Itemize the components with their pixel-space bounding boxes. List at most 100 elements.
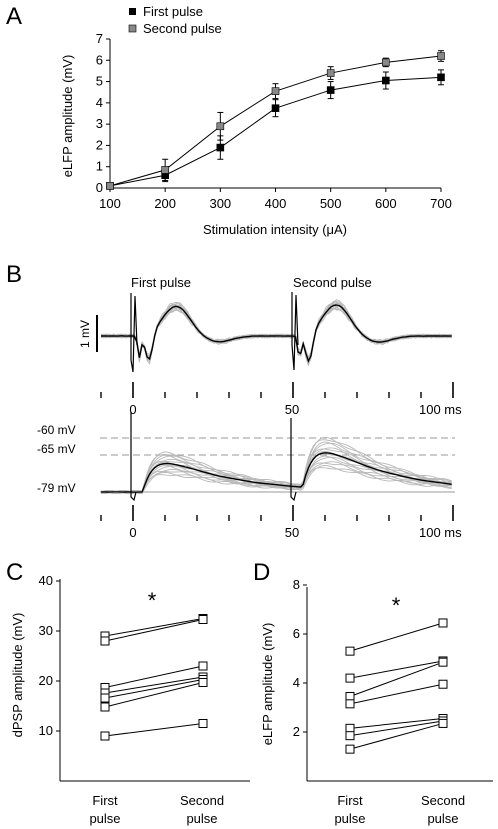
- stim-artifact-1: [130, 293, 138, 373]
- bottom-time-ticks: [100, 505, 454, 521]
- y-tick-label: 1: [96, 159, 103, 174]
- point-first-7: [345, 744, 355, 754]
- panel-d-letter: D: [253, 559, 270, 586]
- panel-c: C 10 20 30 40 dPSP amplitude (mV) * First p…: [6, 559, 250, 826]
- elfp-trace: [100, 306, 452, 358]
- pair-line-7: [349, 722, 444, 750]
- elfp-trace: [100, 301, 452, 366]
- elfp-trace: [100, 302, 452, 364]
- voltage-label-minus60: -60 mV: [37, 423, 76, 437]
- second-pulse-label: Second pulse: [293, 275, 372, 290]
- stim-artifacts-bottom: [130, 412, 297, 502]
- bottom-time-label-0: 0: [129, 525, 136, 540]
- elfp-trace: [100, 305, 452, 362]
- dpsp-average: [100, 452, 452, 493]
- point-second-7: [438, 718, 448, 728]
- data-point: [382, 58, 390, 67]
- point-second-2: [198, 615, 208, 624]
- x-tick-label: 500: [320, 196, 342, 211]
- panel-c-y-label: dPSP amplitude (mV): [10, 613, 25, 738]
- dpsp-trace: [100, 439, 452, 494]
- elfp-traces-individual: [100, 299, 453, 367]
- point-second-4: [438, 679, 448, 689]
- panel-d-cat-1-line2: pulse: [334, 811, 365, 826]
- voltage-label-minus79: -79 mV: [37, 481, 76, 495]
- point-first-7: [100, 731, 110, 741]
- y-tick-label: 4: [293, 675, 300, 690]
- data-point: [106, 182, 114, 190]
- elfp-average: [100, 304, 452, 363]
- elfp-trace: [100, 305, 452, 363]
- y-tick-label: 10: [39, 723, 53, 738]
- legend-label-second: Second pulse: [143, 21, 222, 36]
- pair-line-6: [104, 682, 204, 708]
- panel-b-letter: B: [6, 261, 22, 288]
- panel-a-x-label: Stimulation intensity (μA): [203, 222, 347, 237]
- pair-line-1: [104, 618, 204, 637]
- point-first-5: [345, 723, 355, 733]
- pair-line-2: [349, 660, 444, 679]
- panel-d-cat-1-line1: First: [337, 793, 363, 808]
- stim-artifact-4: [290, 418, 297, 502]
- dpsp-trace-average: [100, 452, 452, 493]
- data-point: [271, 104, 280, 112]
- point-first-4: [345, 699, 355, 709]
- dpsp-trace: [100, 461, 452, 494]
- y-tick-label: 4: [96, 95, 103, 110]
- top-time-label-50: 50: [285, 402, 299, 417]
- elfp-trace: [100, 307, 452, 359]
- pair-line-2: [104, 619, 204, 642]
- y-tick-label: 6: [96, 52, 103, 67]
- pair-line-5: [349, 718, 444, 729]
- panel-c-letter: C: [6, 559, 23, 586]
- dpsp-trace: [100, 447, 452, 494]
- stim-artifacts-top: [130, 292, 299, 373]
- x-tick-label: 200: [154, 196, 176, 211]
- y-tick-label: 8: [293, 577, 300, 592]
- data-point: [382, 76, 390, 85]
- x-tick-label: 100: [99, 196, 121, 211]
- voltage-label-minus65: -65 mV: [37, 442, 76, 456]
- dpsp-traces-individual: [100, 436, 452, 494]
- y-tick-label: 30: [39, 623, 53, 638]
- y-tick-label: 3: [96, 116, 103, 131]
- dpsp-trace: [101, 441, 452, 494]
- panel-d-cat-2-line2: pulse: [427, 811, 458, 826]
- first-pulse-label: First pulse: [131, 275, 191, 290]
- panel-c-y-ticks: 10 20 30 40: [39, 573, 60, 738]
- dpsp-trace: [100, 456, 452, 494]
- elfp-trace: [100, 300, 452, 364]
- point-first-1: [345, 646, 355, 656]
- panel-a-y-ticks: 0 1 2 3 4 5 6 7: [96, 31, 110, 195]
- y-tick-label: 0: [96, 180, 103, 195]
- legend-marker-first: [129, 8, 136, 15]
- data-point: [161, 166, 169, 174]
- panel-d-pairs: [345, 618, 448, 754]
- legend-marker-second: [128, 24, 137, 33]
- elfp-trace: [100, 305, 453, 363]
- elfp-trace-average: [100, 304, 452, 363]
- elfp-trace: [100, 305, 452, 359]
- panel-d-significance: *: [392, 593, 401, 618]
- pair-line-4: [349, 683, 444, 705]
- panel-c-cat-2-line2: pulse: [186, 811, 217, 826]
- panel-a-legend: First pulse Second pulse: [128, 4, 222, 36]
- point-first-2: [100, 636, 110, 646]
- point-second-3: [198, 661, 208, 671]
- x-tick-label: 700: [430, 196, 452, 211]
- panel-d-y-ticks: 2 4 6 8: [293, 577, 307, 739]
- y-tick-label: 40: [39, 573, 53, 588]
- point-first-6: [345, 731, 355, 741]
- elfp-trace: [100, 308, 452, 360]
- y-tick-label: 2: [293, 724, 300, 739]
- top-time-ticks: [100, 382, 454, 398]
- bottom-time-label-50: 50: [285, 525, 299, 540]
- elfp-trace: [100, 303, 452, 365]
- point-first-2: [345, 673, 355, 683]
- panel-d-y-label: eLFP amplitude (mV): [260, 623, 275, 746]
- stim-artifact-3: [130, 412, 137, 502]
- data-point: [326, 69, 335, 77]
- data-point: [271, 87, 280, 95]
- point-second-3: [438, 657, 448, 667]
- y-tick-label: 2: [96, 137, 103, 152]
